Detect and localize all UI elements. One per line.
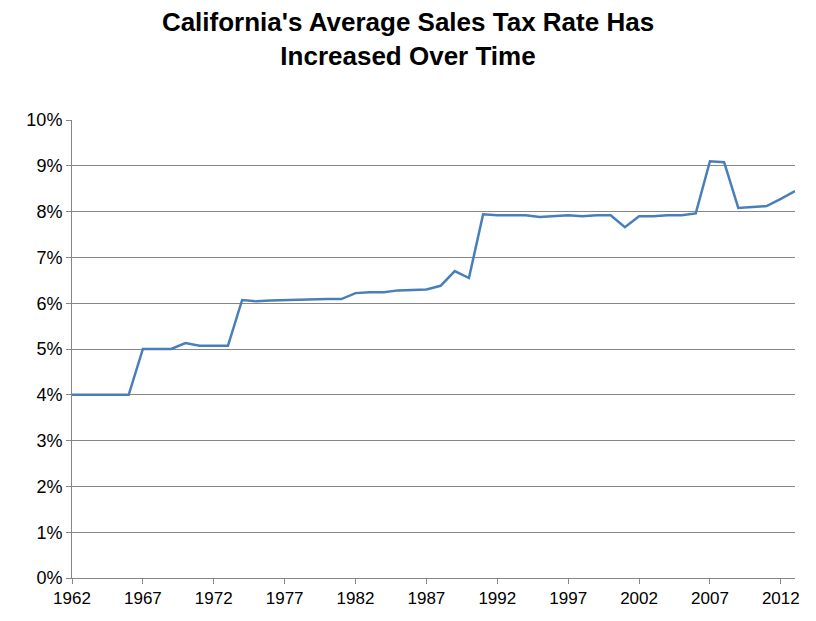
svg-text:1962: 1962 [53,589,91,608]
svg-text:5%: 5% [36,339,62,359]
svg-text:0%: 0% [36,568,62,588]
svg-text:9%: 9% [36,156,62,176]
svg-text:1977: 1977 [266,589,304,608]
svg-text:1972: 1972 [195,589,233,608]
svg-text:4%: 4% [36,385,62,405]
svg-text:2002: 2002 [620,589,658,608]
svg-text:California's Average Sales Tax: California's Average Sales Tax Rate HasI… [162,7,654,71]
svg-text:1997: 1997 [549,589,587,608]
svg-text:2007: 2007 [691,589,729,608]
svg-text:7%: 7% [36,248,62,268]
svg-text:1%: 1% [36,523,62,543]
svg-text:8%: 8% [36,202,62,222]
svg-text:6%: 6% [36,294,62,314]
svg-text:3%: 3% [36,431,62,451]
svg-text:2%: 2% [36,477,62,497]
svg-text:1982: 1982 [337,589,375,608]
svg-text:1987: 1987 [407,589,445,608]
svg-text:10%: 10% [26,110,62,130]
svg-text:2012: 2012 [762,589,800,608]
svg-text:1967: 1967 [124,589,162,608]
svg-text:1992: 1992 [478,589,516,608]
